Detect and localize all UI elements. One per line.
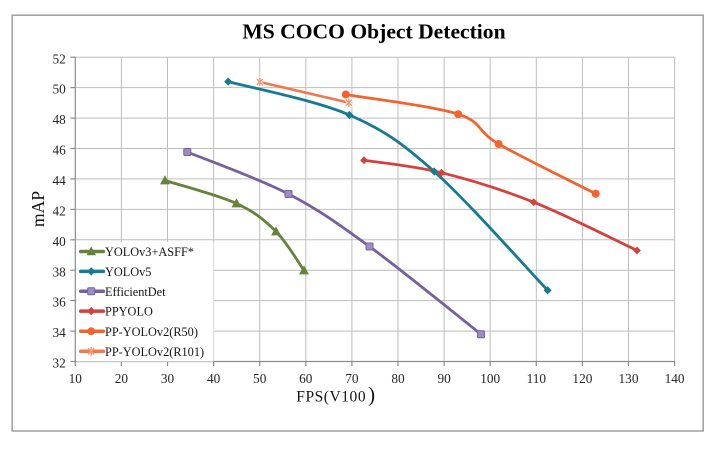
- svg-text:120: 120: [572, 371, 592, 386]
- svg-text:100: 100: [480, 371, 500, 386]
- svg-text:42: 42: [53, 204, 66, 219]
- svg-text:34: 34: [53, 325, 67, 340]
- svg-text:30: 30: [161, 371, 175, 386]
- svg-text:YOLOv5: YOLOv5: [105, 265, 151, 279]
- svg-text:48: 48: [53, 112, 67, 127]
- svg-text:50: 50: [53, 82, 67, 97]
- svg-text:46: 46: [53, 143, 67, 158]
- svg-text:44: 44: [53, 173, 67, 188]
- svg-text:EfficientDet: EfficientDet: [105, 285, 166, 299]
- svg-text:38: 38: [53, 264, 67, 279]
- svg-text:20: 20: [115, 371, 129, 386]
- svg-text:52: 52: [53, 51, 66, 66]
- svg-text:40: 40: [207, 371, 221, 386]
- svg-text:40: 40: [53, 234, 67, 249]
- svg-text:70: 70: [345, 371, 359, 386]
- svg-text:90: 90: [437, 371, 451, 386]
- svg-text:36: 36: [53, 295, 67, 310]
- svg-text:60: 60: [299, 371, 313, 386]
- svg-text:mAP: mAP: [28, 191, 48, 227]
- svg-text:32: 32: [53, 356, 66, 371]
- svg-text:110: 110: [527, 371, 547, 386]
- svg-text:MS COCO Object Detection: MS COCO Object Detection: [242, 20, 505, 44]
- svg-text:PPYOLO: PPYOLO: [105, 305, 153, 319]
- svg-text:50: 50: [253, 371, 267, 386]
- svg-text:PP-YOLOv2(R101): PP-YOLOv2(R101): [105, 345, 204, 359]
- svg-text:YOLOv3+ASFF*: YOLOv3+ASFF*: [105, 245, 194, 259]
- svg-text:130: 130: [619, 371, 639, 386]
- svg-text:PP-YOLOv2(R50): PP-YOLOv2(R50): [105, 325, 198, 339]
- svg-text:10: 10: [69, 371, 83, 386]
- svg-text:140: 140: [665, 371, 685, 386]
- svg-text:80: 80: [391, 371, 405, 386]
